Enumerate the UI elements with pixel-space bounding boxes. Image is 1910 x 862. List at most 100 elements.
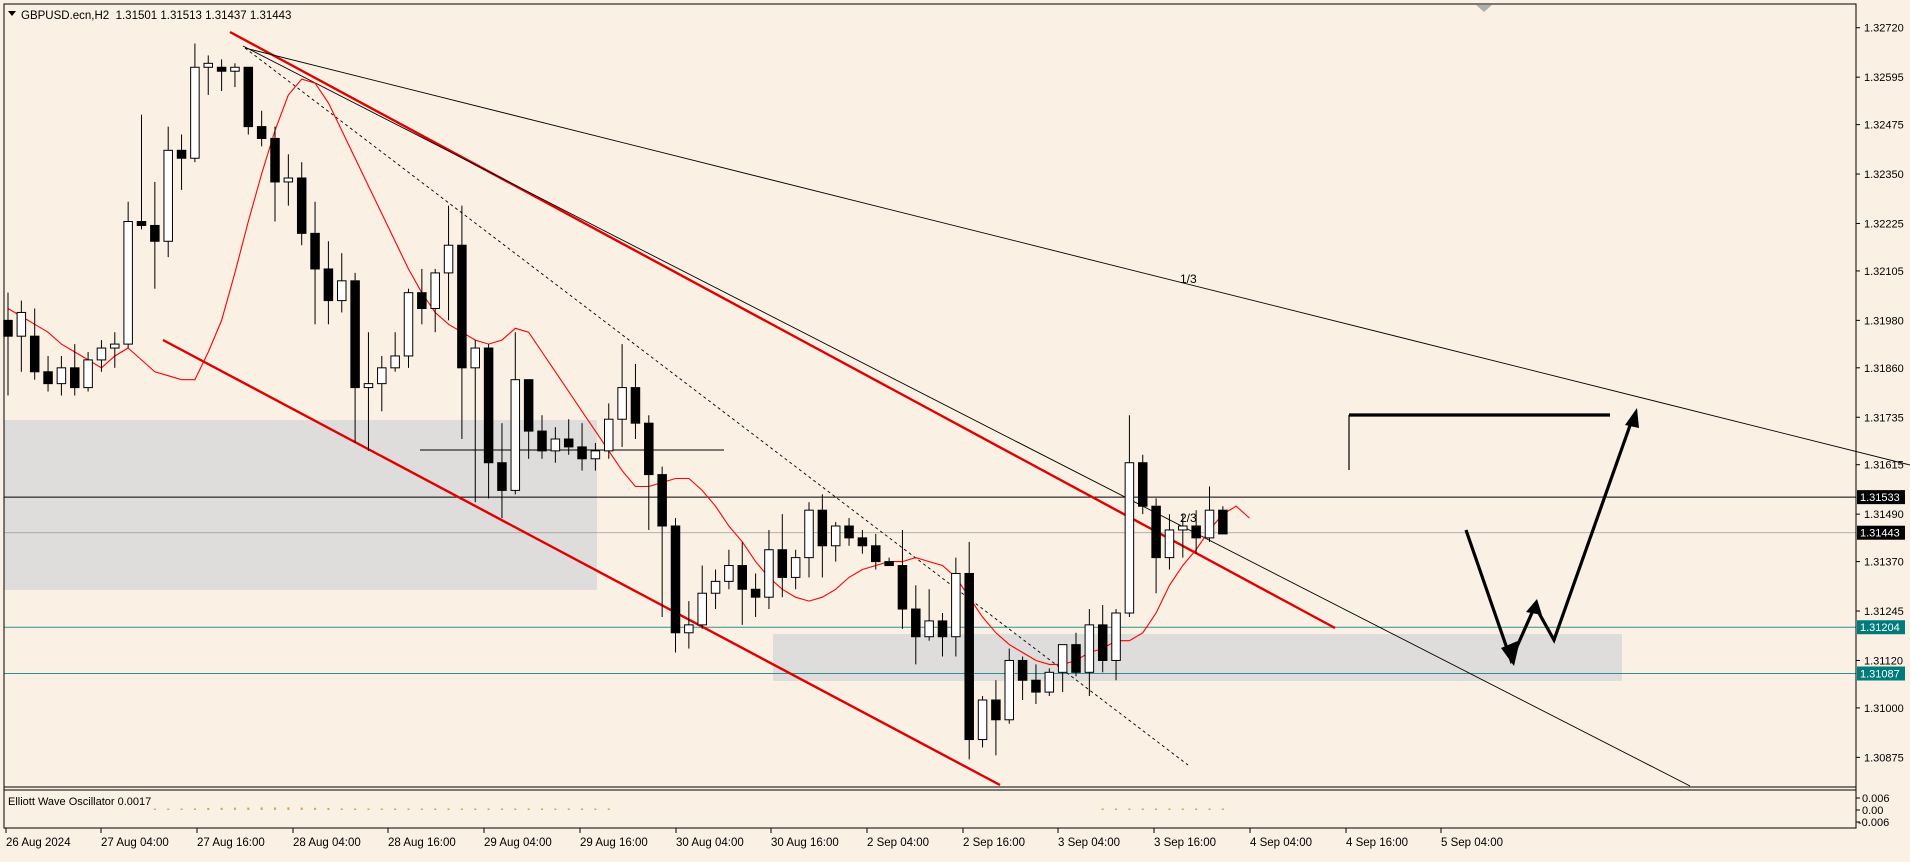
price-tick-label: 1.32475 bbox=[1864, 120, 1904, 132]
candle-bullish bbox=[283, 177, 294, 183]
candle-bearish bbox=[323, 268, 334, 302]
oscillator-bar bbox=[314, 807, 317, 810]
price-tick-label: 1.32105 bbox=[1864, 266, 1904, 278]
indicator-tick-bottom: -0.006 bbox=[1858, 817, 1889, 829]
oscillator-bar bbox=[367, 808, 370, 810]
candle-bearish bbox=[43, 371, 53, 385]
candle-bearish bbox=[750, 588, 761, 598]
chart-menu-triangle-icon[interactable] bbox=[8, 11, 16, 16]
candle-bullish bbox=[123, 221, 133, 345]
oscillator-bar bbox=[340, 808, 343, 810]
price-labels: 1.31533 1.31443 1.31204 1.31087 bbox=[1857, 490, 1905, 681]
oscillator-bar bbox=[1181, 808, 1184, 810]
plot-frame bbox=[3, 3, 1857, 829]
candle-bullish bbox=[443, 244, 454, 274]
candle-bullish bbox=[430, 272, 440, 309]
candle-bearish bbox=[270, 137, 280, 183]
candle-bearish bbox=[844, 525, 854, 539]
candle-bearish bbox=[937, 620, 948, 638]
oscillator-bar bbox=[594, 808, 597, 810]
candle-bullish bbox=[924, 620, 934, 638]
candle-bullish bbox=[1084, 624, 1095, 673]
candle-bearish bbox=[1138, 462, 1148, 507]
candle-bullish bbox=[617, 387, 627, 420]
price-tick-label: 1.31245 bbox=[1864, 606, 1904, 618]
candle-bearish bbox=[911, 608, 921, 638]
candle-bearish bbox=[964, 572, 974, 741]
candle-bearish bbox=[1017, 659, 1028, 681]
time-tick-label: 2 Sep 16:00 bbox=[963, 837, 1025, 849]
candle-bearish bbox=[630, 387, 641, 424]
price-tick-label: 1.31615 bbox=[1864, 460, 1904, 472]
candle-bearish bbox=[537, 430, 547, 452]
oscillator-bar bbox=[1168, 808, 1171, 810]
price-tick-label: 1.31735 bbox=[1864, 412, 1904, 424]
price-label-value: 1.31443 bbox=[1860, 528, 1900, 540]
candle-bullish bbox=[163, 149, 173, 242]
oscillator-bar bbox=[1115, 808, 1118, 810]
candle-bullish bbox=[96, 347, 107, 361]
candle-bearish bbox=[1191, 525, 1201, 539]
moving-average-line bbox=[7, 78, 1250, 665]
time-tick-label: 28 Aug 16:00 bbox=[388, 837, 456, 849]
candle-bullish bbox=[1204, 509, 1215, 539]
candle-bullish bbox=[710, 580, 721, 594]
oscillator-bar bbox=[420, 808, 423, 810]
candle-bearish bbox=[657, 474, 667, 527]
candle-bearish bbox=[70, 367, 80, 389]
oscillator-bar bbox=[581, 808, 584, 810]
oscillator-bar bbox=[1221, 808, 1224, 810]
candle-bullish bbox=[203, 62, 213, 68]
candle-bullish bbox=[510, 379, 521, 491]
oscillator-bar bbox=[607, 808, 610, 810]
candle-bearish bbox=[310, 232, 320, 270]
candle-bearish bbox=[1031, 679, 1041, 693]
time-tick-label: 29 Aug 04:00 bbox=[484, 837, 552, 849]
candle-bearish bbox=[991, 699, 1001, 721]
oscillator-bar bbox=[514, 808, 517, 810]
price-label-box bbox=[1857, 620, 1905, 635]
time-tick-label: 26 Aug 2024 bbox=[6, 837, 71, 849]
indicator-tick-top: 0.006 bbox=[1862, 793, 1890, 805]
time-tick-label: 3 Sep 16:00 bbox=[1154, 837, 1216, 849]
candle-bearish bbox=[350, 280, 360, 389]
oscillator-bar bbox=[300, 807, 303, 810]
price-tick-label: 1.31860 bbox=[1864, 363, 1904, 375]
candle-bearish bbox=[644, 422, 654, 476]
price-tick-label: 1.31120 bbox=[1864, 655, 1903, 667]
candle-bearish bbox=[417, 292, 427, 310]
fib-label-two-thirds: 2/3 bbox=[1180, 511, 1197, 525]
scroll-marker[interactable] bbox=[1476, 5, 1492, 12]
oscillator-bar bbox=[567, 808, 570, 810]
red-channel-upper bbox=[229, 30, 1336, 630]
time-tick-label: 3 Sep 04:00 bbox=[1058, 837, 1120, 849]
candle-bearish bbox=[216, 66, 227, 72]
arrowhead-up-small bbox=[1526, 599, 1542, 615]
candle-bullish bbox=[470, 347, 480, 369]
candle-bearish bbox=[777, 549, 788, 578]
candle-bullish bbox=[764, 549, 774, 598]
oscillator-bar bbox=[180, 808, 183, 810]
price-label-value: 1.31204 bbox=[1860, 622, 1900, 634]
price-label-value: 1.31533 bbox=[1860, 492, 1900, 504]
candle-bullish bbox=[724, 565, 734, 582]
candle-bullish bbox=[16, 311, 27, 337]
symbol-header: GBPUSD.ecn,H2 1.31501 1.31513 1.31437 1.… bbox=[21, 10, 291, 22]
candle-bullish bbox=[403, 292, 414, 357]
candle-bullish bbox=[1057, 644, 1068, 673]
candle-bullish bbox=[337, 280, 347, 302]
candle-bullish bbox=[804, 509, 814, 559]
oscillator-bar bbox=[394, 808, 397, 810]
price-label-box bbox=[1857, 490, 1905, 505]
time-axis[interactable]: 26 Aug 2024 27 Aug 04:00 27 Aug 16:00 28 Au… bbox=[5, 828, 1503, 849]
oscillator-bar bbox=[460, 808, 463, 810]
oscillator-bar bbox=[474, 808, 477, 810]
candle-bullish bbox=[697, 592, 707, 626]
candle-bullish bbox=[790, 557, 801, 578]
resistance-zone bbox=[4, 420, 597, 590]
candle-bearish bbox=[1097, 624, 1108, 661]
price-axis[interactable]: 1.32720 1.32595 1.32475 1.32350 1.32225 1.321… bbox=[1856, 23, 1904, 765]
oscillator-bars bbox=[153, 807, 1224, 810]
